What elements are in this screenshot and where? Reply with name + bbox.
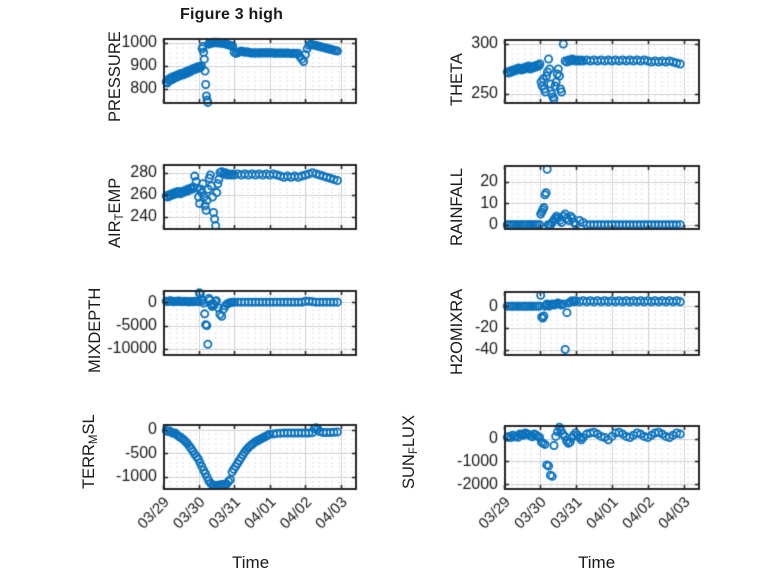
ylabel-air-temp: AIRTEMP [106, 177, 126, 248]
ylabel-mixdepth: MIXDEPTH [86, 287, 104, 373]
figure-title: Figure 3 high [180, 6, 284, 23]
xlabel-right-column: Time [578, 553, 616, 572]
ylabel-terr-msl: TERRMSL [80, 414, 100, 489]
ylabel-rainfall: RAINFALL [448, 168, 466, 246]
xlabel-left-column: Time [232, 553, 270, 572]
ylabel-theta: THETA [448, 53, 466, 106]
ylabel-pressure: PRESSURE [106, 31, 124, 122]
ylabel-sun-flux: SUNFLUX [400, 415, 420, 489]
ylabel-h2omixra: H2OMIXRA [448, 288, 466, 375]
